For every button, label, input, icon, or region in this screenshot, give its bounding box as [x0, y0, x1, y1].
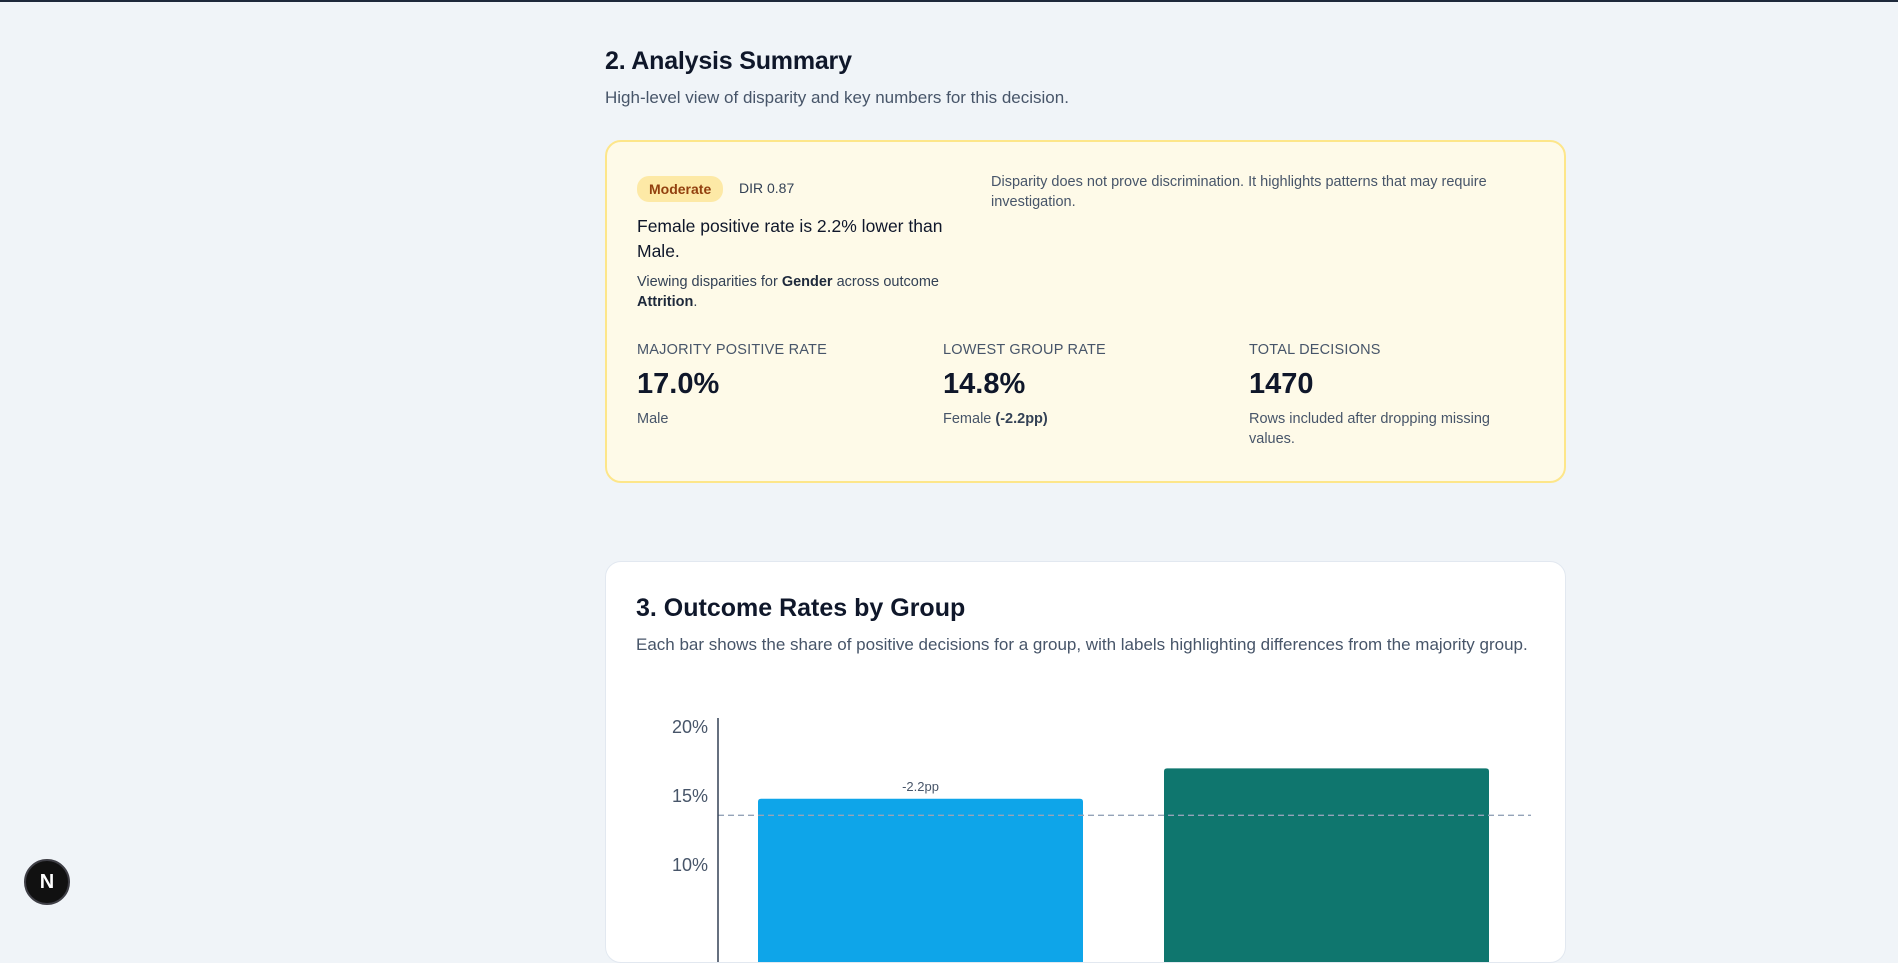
bar-delta-label: -2.2pp [902, 779, 939, 794]
metric-total-decisions: TOTAL DECISIONS 1470 Rows included after… [1249, 342, 1519, 449]
section-subtitle-outcome-rates: Each bar shows the share of positive dec… [636, 635, 1528, 654]
metric-note-delta: (-2.2pp) [995, 411, 1048, 427]
outcome-rates-card: 3. Outcome Rates by Group Each bar shows… [605, 561, 1566, 963]
section-title-analysis-summary: 2. Analysis Summary [605, 47, 852, 75]
section-title-outcome-rates: 3. Outcome Rates by Group [636, 594, 966, 622]
section-subtitle-analysis-summary: High-level view of disparity and key num… [605, 88, 1069, 107]
metric-majority-rate: MAJORITY POSITIVE RATE 17.0% Male [637, 342, 907, 429]
disclaimer-text: Disparity does not prove discrimination.… [991, 174, 1487, 210]
context-outcome: Attrition [637, 294, 694, 310]
metric-value: 1470 [1249, 368, 1314, 400]
bar-male[interactable] [1164, 768, 1489, 962]
top-border [0, 0, 1898, 2]
dir-label: DIR 0.87 [739, 180, 795, 196]
context-middle: across outcome [832, 274, 939, 290]
metric-note-group: Female [943, 411, 996, 427]
y-tick-label: 10% [672, 855, 708, 875]
outcome-rates-bar-chart: 20% 15% 10% -2.2pp [672, 717, 1531, 962]
metric-value: 17.0% [637, 368, 720, 400]
disparity-headline: Female positive rate is 2.2% lower than … [637, 216, 943, 261]
metric-note: Male [637, 411, 669, 427]
context-line: Viewing disparities for Gender across ou… [637, 272, 977, 312]
metric-label: TOTAL DECISIONS [1249, 342, 1381, 358]
dev-tools-badge[interactable]: N [24, 859, 70, 905]
metric-label: LOWEST GROUP RATE [943, 342, 1106, 358]
summary-card: Moderate DIR 0.87 Female positive rate i… [605, 140, 1566, 483]
context-attribute: Gender [781, 274, 833, 290]
metric-note: Female (-2.2pp) [943, 409, 1213, 429]
bar-female[interactable] [758, 798, 1083, 962]
context-prefix: Viewing disparities for [637, 274, 782, 290]
metric-lowest-rate: LOWEST GROUP RATE 14.8% Female (-2.2pp) [943, 342, 1213, 429]
severity-badge: Moderate [637, 176, 724, 202]
metric-value: 14.8% [943, 368, 1026, 400]
context-suffix: . [693, 294, 698, 310]
y-tick-label: 20% [672, 717, 708, 737]
y-tick-label: 15% [672, 786, 708, 806]
metric-note: Rows included after dropping missing val… [1249, 411, 1490, 447]
metric-label: MAJORITY POSITIVE RATE [637, 342, 827, 358]
